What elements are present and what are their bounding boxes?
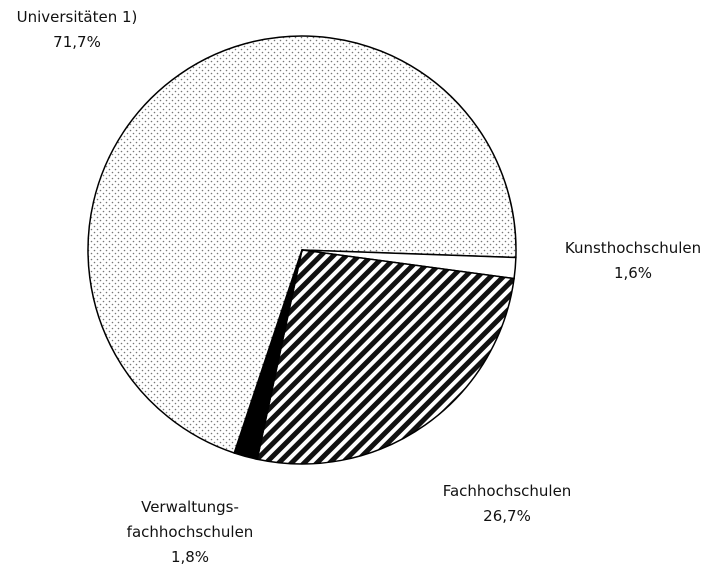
slice-label: Kunsthochschulen 1,6% (565, 236, 701, 286)
slice-label: Verwaltungs- fachhochschulen 1,8% (127, 495, 254, 570)
pie-slice (256, 249, 515, 465)
pie-slice (87, 35, 517, 454)
value-label: 1,8% (170, 548, 210, 566)
value-label: 1,6% (613, 264, 653, 282)
pie-slice (233, 249, 303, 461)
category-name: Verwaltungs- fachhochschulen (126, 498, 254, 541)
value-label: 71,7% (53, 33, 101, 51)
category-name: Universitäten 1) (16, 8, 138, 26)
value-label: 26,7% (483, 507, 531, 525)
slice-label: Universitäten 1) 71,7% (17, 5, 138, 55)
slice-label: Fachhochschulen 26,7% (443, 479, 572, 529)
category-name: Fachhochschulen (442, 482, 572, 500)
category-name: Kunsthochschulen (564, 239, 702, 257)
